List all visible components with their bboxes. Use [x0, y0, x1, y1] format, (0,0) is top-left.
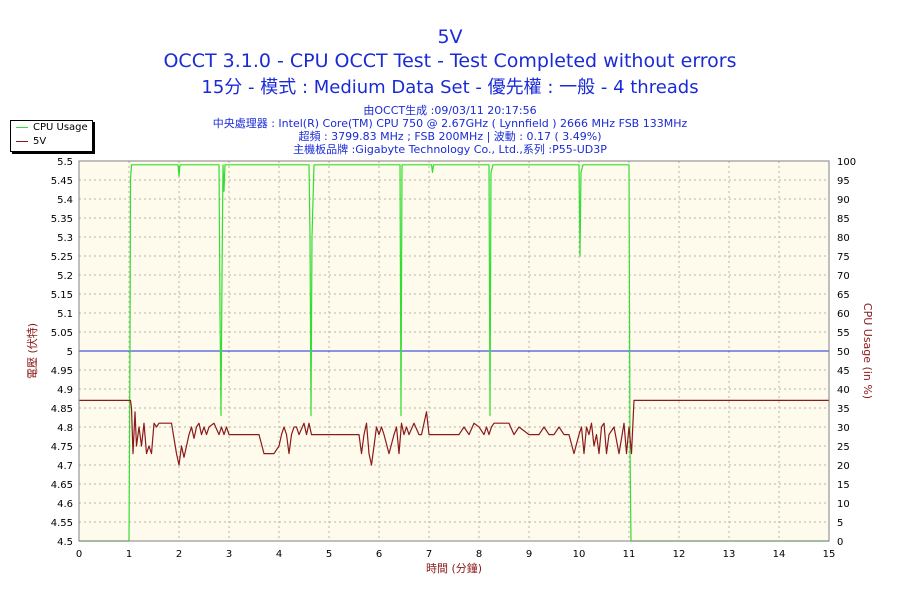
legend-item-cpu-usage: CPU Usage	[11, 121, 92, 135]
x-tick-label: 3	[226, 549, 232, 560]
y2-tick-label: 45	[837, 366, 850, 377]
chart-subtitle-2: 15分 - 模式 : Medium Data Set - 優先權 : 一般 - …	[201, 77, 699, 98]
y2-axis-label: CPU Usage (in %)	[861, 303, 874, 399]
y-tick-label: 5.5	[57, 157, 73, 168]
y2-tick-label: 60	[837, 309, 850, 320]
y-tick-label: 5.4	[57, 195, 73, 206]
y-tick-label: 4.6	[57, 499, 73, 510]
x-tick-labels: 0 1 2 3 4 5 6 7 8 9 10 11 12 13 14 15	[76, 549, 836, 560]
y2-tick-label: 30	[837, 423, 850, 434]
legend-swatch-5v	[16, 141, 28, 142]
x-tick-label: 7	[426, 549, 432, 560]
y2-tick-label: 40	[837, 385, 850, 396]
y-tick-label: 4.65	[51, 480, 73, 491]
series-line-cpu-usage	[79, 164, 829, 542]
y-tick-label: 4.8	[57, 423, 73, 434]
plot-frame	[78, 160, 830, 542]
y2-tick-label: 0	[837, 537, 843, 548]
y2-tick-label: 20	[837, 461, 850, 472]
x-tick-label: 6	[376, 549, 382, 560]
x-axis-label: 時間 (分鐘)	[426, 561, 482, 575]
y2-tick-label: 5	[837, 518, 843, 529]
x-tick-label: 5	[326, 549, 332, 560]
y2-tick-label: 70	[837, 271, 850, 282]
y2-tick-label: 35	[837, 404, 850, 415]
info-cpu: 中央處理器 : Intel(R) Core(TM) CPU 750 @ 2.67…	[212, 117, 688, 130]
chart-subtitle-1: OCCT 3.1.0 - CPU OCCT Test - Test Comple…	[163, 50, 737, 72]
y-tick-label: 5.2	[57, 271, 73, 282]
info-generated: 由OCCT生成 :09/03/11 20:17:56	[363, 104, 537, 117]
x-tick-label: 14	[773, 549, 786, 560]
x-tick-label: 11	[623, 549, 636, 560]
info-motherboard: 主機板品牌 :Gigabyte Technology Co., Ltd.,系列 …	[293, 143, 607, 156]
y2-tick-label: 55	[837, 328, 850, 339]
y-tick-label: 4.95	[51, 366, 73, 377]
legend: CPU Usage 5V	[10, 120, 93, 152]
y2-tick-label: 75	[837, 252, 850, 263]
x-tick-label: 8	[476, 549, 482, 560]
y-tick-label: 5.25	[51, 252, 73, 263]
y2-tick-label: 80	[837, 233, 850, 244]
series-layer	[79, 164, 829, 542]
x-tick-label: 1	[126, 549, 132, 560]
y2-tick-label: 10	[837, 499, 850, 510]
y2-tick-label: 100	[837, 157, 856, 168]
y-tick-label: 4.85	[51, 404, 73, 415]
y2-tick-label: 85	[837, 214, 850, 225]
y-tick-labels: 4.5 4.55 4.6 4.65 4.7 4.75 4.8 4.85 4.9 4.95 5 5.05…	[51, 157, 73, 548]
x-tick-label: 4	[276, 549, 282, 560]
legend-swatch-cpu-usage	[16, 127, 28, 128]
x-tick-label: 10	[573, 549, 586, 560]
y-tick-label: 4.5	[57, 537, 73, 548]
y-tick-label: 5.15	[51, 290, 73, 301]
series-line-5v	[79, 399, 829, 466]
y-tick-label: 4.55	[51, 518, 73, 529]
y-tick-label: 4.9	[57, 385, 73, 396]
legend-label-cpu-usage: CPU Usage	[33, 122, 88, 133]
y2-tick-label: 15	[837, 480, 850, 491]
y2-tick-label: 90	[837, 195, 850, 206]
x-tick-label: 9	[526, 549, 532, 560]
y-tick-label: 5.1	[57, 309, 73, 320]
y2-tick-label: 95	[837, 176, 850, 187]
legend-label-5v: 5V	[33, 136, 47, 147]
info-overclock: 超頻 : 3799.83 MHz ; FSB 200MHz | 波動 : 0.1…	[298, 130, 602, 143]
y2-tick-label: 25	[837, 442, 850, 453]
y-tick-label: 4.7	[57, 461, 73, 472]
y2-tick-label: 50	[837, 347, 850, 358]
y-tick-label: 5	[67, 347, 73, 358]
y-tick-label: 5.35	[51, 214, 73, 225]
x-tick-label: 12	[673, 549, 686, 560]
y2-tick-labels: 0 5 10 15 20 25 30 35 40 45 50 55 60 65 70 75 80 85 90 95 10…	[837, 157, 856, 548]
y-tick-label: 5.3	[57, 233, 73, 244]
x-tick-label: 13	[723, 549, 736, 560]
x-tick-label: 2	[176, 549, 182, 560]
chart-title: 5V	[437, 26, 463, 48]
y2-tick-label: 65	[837, 290, 850, 301]
legend-item-5v: 5V	[11, 135, 92, 149]
y-tick-label: 4.75	[51, 442, 73, 453]
y-axis-label: 電壓 (伏特)	[25, 323, 39, 379]
y-tick-label: 5.05	[51, 328, 73, 339]
x-tick-label: 0	[76, 549, 82, 560]
x-tick-label: 15	[823, 549, 836, 560]
y-tick-label: 5.45	[51, 176, 73, 187]
